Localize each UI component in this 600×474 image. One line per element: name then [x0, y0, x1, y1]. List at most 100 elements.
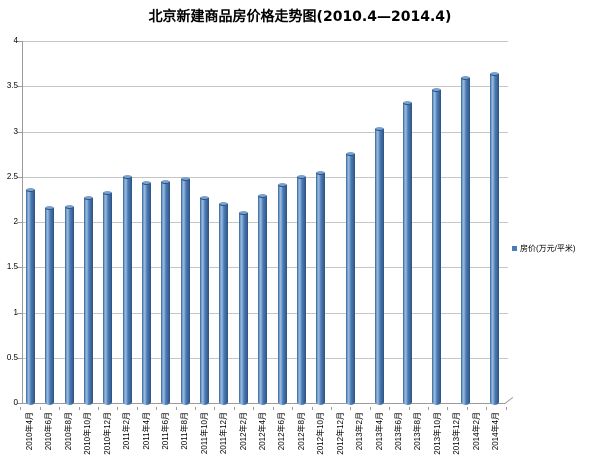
bar	[345, 152, 355, 405]
y-axis-label: 1	[13, 307, 18, 317]
x-axis-label: 2013年12月	[452, 412, 462, 455]
x-axis-tick	[136, 407, 138, 410]
x-axis-tick	[311, 407, 313, 410]
y-axis-label: 2	[13, 217, 18, 226]
gridline	[22, 86, 508, 88]
bar	[141, 181, 151, 405]
bar	[64, 204, 74, 405]
x-axis-label: 2013年8月	[413, 412, 423, 451]
gridline	[22, 131, 508, 133]
x-axis-label: 2012年10月	[316, 412, 326, 455]
x-axis-label: 2011年8月	[180, 412, 190, 450]
x-axis-tick	[117, 407, 119, 410]
y-axis-label: 0.5	[6, 352, 18, 362]
x-axis-label: 2010年4月	[25, 412, 34, 451]
y-axis-tick	[17, 86, 22, 88]
legend-label: 房价(万元/平米)	[520, 244, 576, 253]
y-axis-tick	[17, 176, 22, 178]
y-axis-tick	[17, 267, 22, 269]
bar	[402, 101, 412, 405]
x-axis-label: 2014年4月	[491, 412, 500, 451]
x-axis-tick	[78, 407, 80, 410]
y-axis-label: 1.5	[6, 262, 18, 272]
x-axis-tick	[389, 407, 391, 410]
y-axis-tick	[17, 131, 22, 133]
y-axis-tick	[17, 357, 22, 359]
bar	[25, 188, 35, 405]
y-axis-label: 4	[13, 36, 18, 45]
x-axis-tick	[272, 407, 274, 410]
bar	[83, 196, 93, 405]
gridline	[22, 41, 508, 42]
x-axis-tick	[97, 407, 99, 410]
x-axis-tick	[466, 407, 468, 410]
y-axis-label: 3	[13, 126, 18, 136]
x-axis-label: 2010年12月	[102, 412, 112, 455]
legend: 房价(万元/平米)	[512, 244, 576, 253]
bar	[374, 126, 384, 405]
x-axis-label: 2014年2月	[471, 412, 481, 451]
x-axis-label: 2013年6月	[393, 412, 403, 451]
x-axis-tick	[505, 407, 507, 410]
x-axis-tick	[20, 407, 22, 410]
page-title: 北京新建商品房价格走势图(2010.4—2014.4)	[148, 9, 452, 25]
y-axis-label: 0	[13, 398, 18, 407]
bar	[44, 205, 54, 405]
x-axis-label: 2011年4月	[141, 412, 151, 450]
y-axis-label: 2.5	[6, 171, 18, 181]
x-axis-label: 2011年10月	[199, 412, 209, 455]
x-axis-label: 2010年8月	[63, 412, 73, 451]
x-axis-tick	[486, 407, 488, 410]
y-axis-label: 3.5	[6, 81, 18, 91]
gridline	[22, 176, 508, 178]
x-axis-tick	[156, 407, 158, 410]
x-axis-label: 2011年12月	[219, 412, 229, 455]
x-axis-tick	[350, 407, 352, 410]
bar	[122, 174, 132, 405]
bar	[315, 171, 325, 405]
x-axis-label: 2012年12月	[335, 412, 345, 455]
x-axis-label: 2011年2月	[122, 412, 132, 450]
y-axis-tick	[17, 222, 22, 223]
bar	[296, 174, 306, 405]
bar	[277, 182, 287, 405]
bar	[160, 180, 170, 405]
y-axis-tick	[17, 403, 22, 404]
x-axis-tick	[428, 407, 430, 410]
x-axis-tick	[175, 407, 177, 410]
bar	[460, 76, 470, 405]
bar	[489, 71, 499, 405]
x-axis-tick	[330, 407, 332, 410]
x-axis-tick	[195, 407, 197, 410]
bar	[218, 201, 228, 405]
x-axis-label: 2012年2月	[238, 412, 248, 451]
x-axis-label: 2013年4月	[374, 412, 384, 451]
x-axis-tick	[408, 407, 410, 410]
x-axis-label: 2010年6月	[44, 412, 54, 451]
x-axis-label: 2013年10月	[432, 412, 442, 455]
y-axis-tick	[17, 41, 22, 42]
bar	[257, 193, 267, 405]
x-axis-tick	[214, 407, 216, 410]
x-axis-label: 2012年8月	[296, 412, 306, 451]
x-axis-tick	[447, 407, 449, 410]
bar	[199, 195, 209, 405]
x-axis-corner	[504, 396, 514, 404]
x-axis-tick	[369, 407, 371, 410]
x-axis-label: 2013年2月	[355, 412, 365, 451]
x-axis-label: 2012年4月	[258, 412, 267, 451]
y-axis-tick	[17, 312, 22, 314]
legend-marker-icon	[512, 246, 517, 251]
x-axis-label: 2011年6月	[160, 412, 170, 450]
x-axis-label: 2010年10月	[83, 412, 93, 455]
x-axis-label: 2012年6月	[277, 412, 287, 451]
x-axis-tick	[233, 407, 235, 410]
bar	[431, 87, 441, 405]
x-axis-tick	[39, 407, 41, 410]
bar	[238, 210, 248, 405]
bar	[102, 191, 112, 405]
x-axis-tick	[292, 407, 294, 410]
bar	[180, 177, 190, 405]
x-axis-tick	[253, 407, 255, 410]
